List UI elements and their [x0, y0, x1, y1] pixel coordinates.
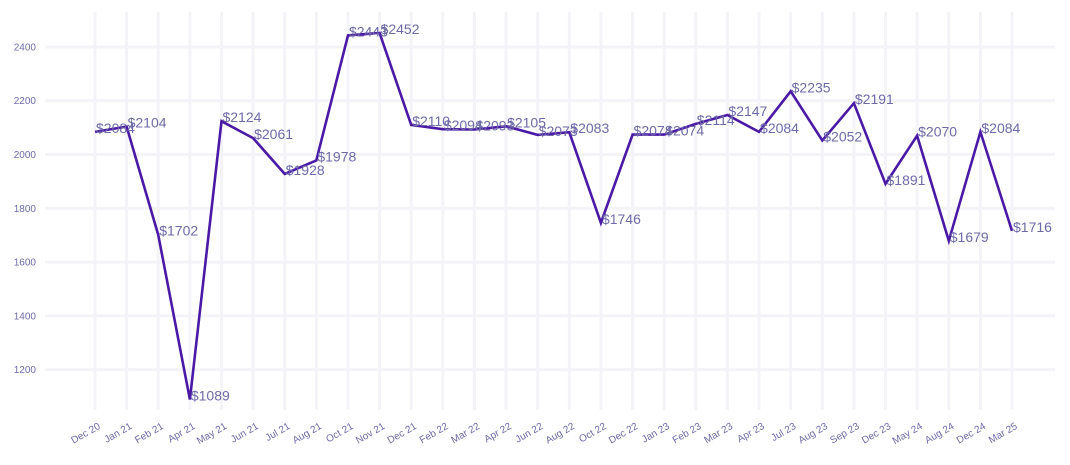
data-label: $2110: [412, 113, 450, 129]
data-label: $2105: [507, 114, 546, 130]
grid: [45, 12, 1055, 410]
x-tick-label: Jan 23: [640, 421, 672, 446]
data-label: $1089: [191, 388, 230, 404]
data-label: $2074: [634, 123, 673, 139]
data-label: $1891: [887, 172, 926, 188]
data-label: $2124: [222, 109, 261, 125]
data-label: $2084: [760, 120, 799, 136]
data-label: $2070: [918, 124, 957, 140]
x-tick-label: Jul 23: [770, 421, 799, 444]
data-label: $1978: [317, 148, 356, 164]
data-label: $2061: [254, 126, 293, 142]
x-tick-label: Dec 23: [860, 421, 893, 447]
x-tick-label: Jun 22: [514, 421, 546, 446]
data-label: $2074: [665, 123, 704, 139]
x-tick-label: Apr 23: [736, 421, 767, 445]
data-label: $2093: [475, 118, 514, 134]
data-label: $1679: [950, 229, 989, 245]
data-label: $1746: [602, 211, 641, 227]
x-tick-label: May 24: [891, 421, 925, 447]
y-tick-label: 2200: [14, 96, 37, 107]
data-label: $1702: [159, 223, 198, 239]
data-label: $2114: [697, 112, 735, 128]
x-tick-label: Mar 25: [987, 421, 1020, 446]
y-tick-label: 1200: [14, 365, 37, 376]
data-label: $2073: [539, 123, 578, 139]
x-tick-label: Oct 22: [577, 421, 608, 445]
data-label: $2191: [855, 91, 894, 107]
x-tick-label: Jun 21: [229, 421, 261, 446]
x-tick-label: Dec 21: [386, 421, 419, 447]
series-line: [94, 31, 1014, 400]
y-tick-label: 1600: [14, 258, 37, 269]
x-tick-label: Aug 21: [291, 421, 324, 447]
x-tick-label: Aug 24: [923, 421, 956, 447]
y-tick-label: 2400: [14, 42, 37, 53]
x-tick-label: May 21: [195, 421, 229, 447]
x-tick-label: Dec 20: [70, 421, 103, 447]
x-tick-label: Feb 23: [671, 421, 704, 446]
x-tick-label: Jul 21: [264, 421, 293, 444]
data-label: $2084: [981, 120, 1020, 136]
data-label: $2052: [823, 129, 862, 145]
x-tick-label: Mar 22: [449, 421, 482, 446]
x-tick-label: Feb 22: [418, 421, 451, 446]
y-tick-label: 1800: [14, 204, 37, 215]
data-label: $2083: [570, 120, 609, 136]
y-tick-label: 1400: [14, 311, 37, 322]
x-tick-label: Nov 21: [354, 421, 387, 447]
x-tick-label: Sep 23: [828, 421, 861, 447]
x-tick-label: Feb 21: [133, 421, 166, 446]
data-label: $2452: [381, 21, 420, 37]
x-tick-label: Aug 22: [544, 421, 577, 447]
x-tick-label: Dec 24: [955, 421, 988, 447]
x-tick-label: Mar 23: [702, 421, 735, 446]
x-tick-label: Apr 21: [166, 421, 197, 445]
data-labels: $2084$2104$1702$1089$2124$2061$1928$1978…: [96, 21, 1052, 404]
x-tick-label: Apr 22: [483, 421, 514, 445]
x-tick-label: Dec 22: [607, 421, 640, 447]
x-tick-label: Aug 23: [797, 421, 830, 447]
data-label: $2443: [349, 23, 388, 39]
series-line-group: [94, 31, 1014, 400]
data-label: $2094: [444, 117, 483, 133]
data-label: $2147: [728, 103, 767, 119]
y-tick-label: 2000: [14, 150, 37, 161]
x-tick-label: Oct 21: [324, 421, 355, 445]
x-tick-label: Jan 21: [103, 421, 135, 446]
data-label: $2104: [128, 115, 167, 131]
data-label: $1928: [286, 162, 325, 178]
data-label: $2235: [792, 79, 831, 95]
y-axis-ticks: 1200 1400 1600 1800 2000 2200 2400: [14, 42, 37, 376]
data-label: $1716: [1013, 219, 1052, 235]
data-label: $2084: [96, 120, 135, 136]
